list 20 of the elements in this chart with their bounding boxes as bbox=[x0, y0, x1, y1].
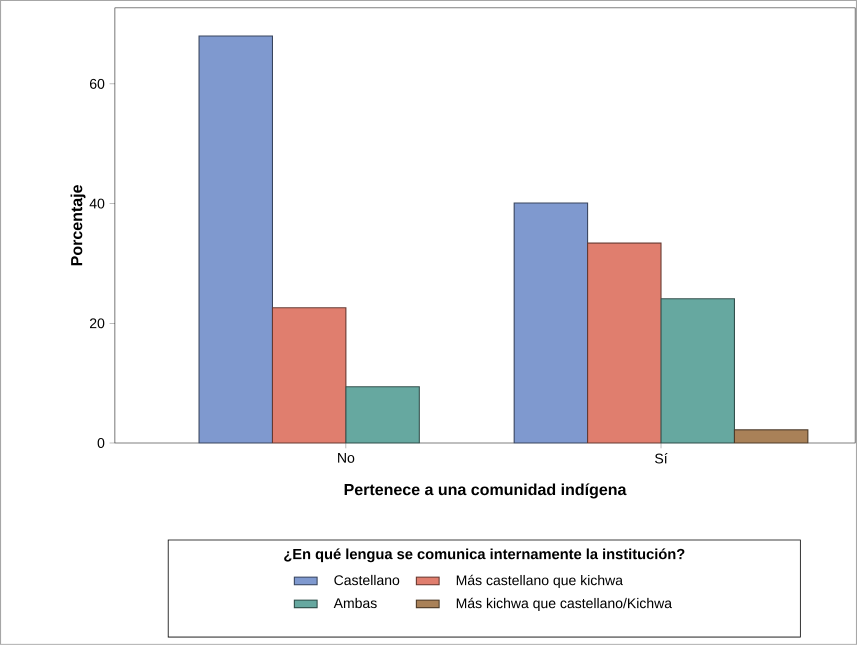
bar bbox=[587, 242, 662, 444]
y-tick-label: 60 bbox=[90, 78, 104, 89]
y-tick-label: 40 bbox=[90, 198, 104, 209]
bar bbox=[660, 298, 735, 444]
legend-label: Ambas bbox=[334, 598, 377, 608]
x-tick-label: Sí bbox=[655, 453, 668, 464]
legend-title: ¿En qué lengua se comunica internamente la institución? bbox=[284, 548, 684, 562]
bar bbox=[272, 307, 346, 444]
y-tick-label: 0 bbox=[98, 438, 104, 448]
x-axis-title: Pertenece a una comunidad indígena bbox=[344, 483, 627, 498]
x-tick-label: No bbox=[338, 453, 354, 463]
legend-label: Más castellano que kichwa bbox=[456, 574, 623, 588]
bar bbox=[734, 429, 808, 444]
legend-label: Más kichwa que castellano/Kichwa bbox=[456, 598, 672, 612]
legend-label: Castellano bbox=[334, 574, 400, 586]
y-tick-label: 20 bbox=[90, 318, 104, 328]
bar bbox=[198, 35, 274, 444]
bar bbox=[345, 386, 420, 444]
bar bbox=[514, 202, 588, 444]
y-axis-title: Porcentaje bbox=[70, 185, 86, 266]
